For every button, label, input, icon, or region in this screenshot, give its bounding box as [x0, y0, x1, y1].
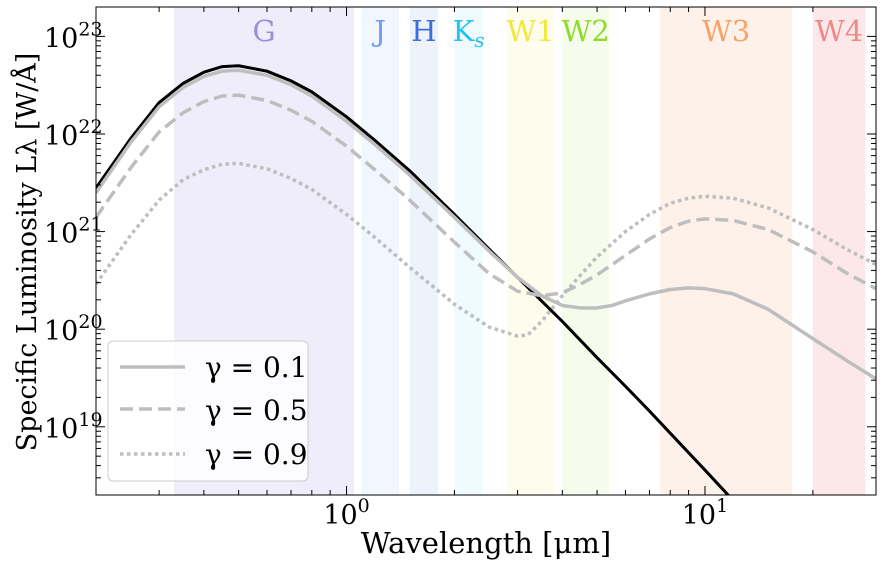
plot-frame [95, 6, 877, 496]
legend-label: γ = 0.5 [205, 394, 308, 427]
series-line [96, 161, 876, 338]
band-region [562, 7, 610, 495]
x-axis-label: Wavelength [μm] [361, 526, 611, 560]
series-line [96, 93, 876, 298]
band-label: W2 [562, 14, 610, 48]
x-tick-label: 101 [682, 495, 728, 531]
band-region [506, 7, 555, 495]
legend-label: γ = 0.1 [205, 351, 308, 384]
series-layer [96, 64, 876, 495]
band-region [454, 7, 483, 495]
band-label: W1 [506, 14, 554, 48]
legend-label: γ = 0.9 [205, 438, 308, 471]
band-label: J [371, 14, 386, 48]
band-label-layer: G J H Ks W1 W2 W3 W4 [252, 14, 863, 52]
axis-ticks [95, 7, 877, 496]
band-region [361, 7, 399, 495]
band-region [409, 7, 439, 495]
x-tick-label: 100 [323, 495, 369, 531]
series-line [96, 64, 731, 495]
legend: γ = 0.1 γ = 0.5 γ = 0.9 [107, 340, 309, 482]
band-label: G [252, 14, 275, 48]
band-region [812, 7, 866, 495]
series-line [96, 68, 876, 381]
y-tick-label: 1019 [44, 409, 103, 445]
y-tick-label: 1023 [44, 18, 103, 54]
band-region [660, 7, 793, 495]
y-tick-label: 1022 [44, 116, 103, 152]
y-tick-label: 1021 [44, 214, 103, 250]
legend-box [107, 340, 309, 482]
y-tick-label: 1020 [44, 311, 103, 347]
y-axis-label: Specific Luminosity Lλ [W/Å] [10, 53, 43, 452]
band-label: W4 [815, 14, 863, 48]
band-layer [173, 7, 866, 495]
band-label: W3 [702, 14, 750, 48]
band-label: H [411, 14, 436, 48]
